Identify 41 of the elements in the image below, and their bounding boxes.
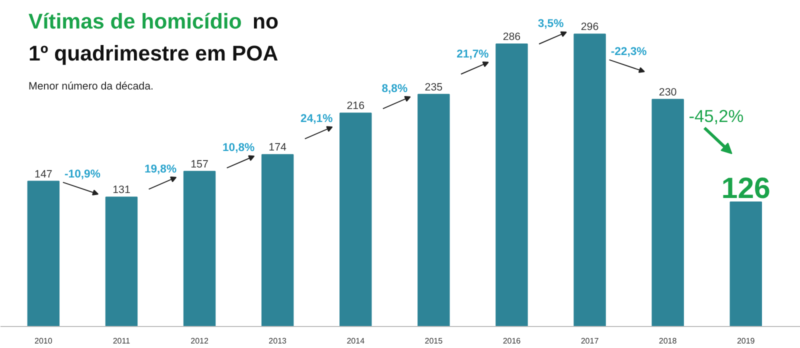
data-label: 147 xyxy=(34,168,52,180)
text: 3,5% xyxy=(538,18,564,30)
annotation: 24,1% xyxy=(300,113,333,126)
annotation: 8,8% xyxy=(382,82,408,95)
bar xyxy=(27,180,60,326)
data-label: 235 xyxy=(424,81,443,94)
data-label: 286 xyxy=(502,31,521,43)
x-tick-label: 2012 xyxy=(190,336,209,346)
bar xyxy=(261,154,294,326)
annotation: -45,2% xyxy=(688,106,744,126)
bar xyxy=(105,196,138,326)
bar xyxy=(730,202,762,326)
x-tick-label: 2017 xyxy=(580,336,600,346)
x-tick-label: 2016 xyxy=(502,336,522,346)
annotation: 21,7% xyxy=(456,48,489,60)
bar xyxy=(652,98,684,326)
bar xyxy=(418,94,450,326)
annotation: 10,8% xyxy=(222,142,255,154)
bar xyxy=(496,44,528,326)
x-tick-label: 2019 xyxy=(736,336,756,346)
data-label: 174 xyxy=(268,142,287,154)
bar xyxy=(340,112,372,326)
x-tick-label: 2015 xyxy=(424,336,444,346)
bar xyxy=(574,34,606,326)
annotation: 19,8% xyxy=(144,163,177,176)
x-tick-label: 2014 xyxy=(346,336,366,346)
x-tick-label: 2018 xyxy=(658,336,678,346)
data-label: 131 xyxy=(112,184,130,196)
data-label: 216 xyxy=(346,100,365,112)
x-tick-label: 2011 xyxy=(112,336,131,346)
text: Menor número da década. xyxy=(28,80,154,92)
annotation: -10,9% xyxy=(64,168,100,180)
bar xyxy=(183,170,216,326)
data-label: 230 xyxy=(658,86,677,98)
data-label: 157 xyxy=(190,158,208,170)
chart-title: Vítimas de homicídio no 1º quadrimestre em POA xyxy=(28,10,279,66)
data-label: 296 xyxy=(580,21,599,34)
x-tick-label: 2010 xyxy=(34,336,53,346)
annotation: -22,3% xyxy=(610,46,647,58)
x-tick-label: 2013 xyxy=(268,336,288,346)
data-label: 126 xyxy=(721,172,770,206)
